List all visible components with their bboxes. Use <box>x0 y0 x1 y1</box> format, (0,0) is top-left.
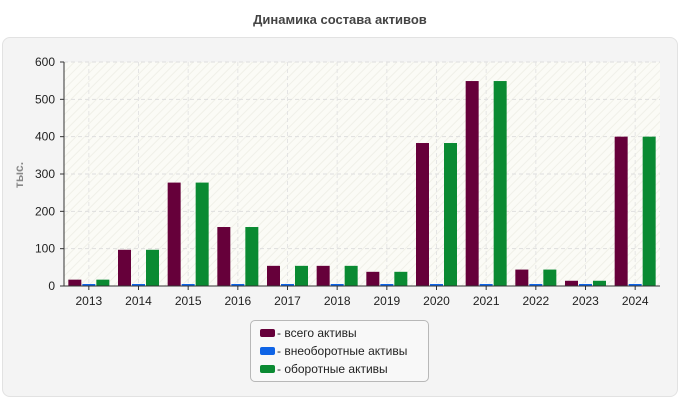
bar-current-2024[interactable] <box>642 136 656 286</box>
x-tick-label: 2014 <box>125 294 152 308</box>
chart-title: Динамика состава активов <box>253 12 427 27</box>
bar-current-2018[interactable] <box>344 265 358 286</box>
bar-noncurrent-2024[interactable] <box>628 284 642 286</box>
legend-item-current[interactable]: - оборотные активы <box>260 360 428 378</box>
y-tick-label: 300 <box>35 167 55 181</box>
bar-current-2019[interactable] <box>394 271 408 286</box>
bar-total-2013[interactable] <box>68 279 82 286</box>
bar-noncurrent-2021[interactable] <box>479 284 493 286</box>
legend-item-total[interactable]: - всего активы <box>260 324 428 342</box>
bar-total-2024[interactable] <box>614 136 628 286</box>
bars <box>68 81 656 286</box>
bar-current-2020[interactable] <box>444 143 457 286</box>
bar-total-2018[interactable] <box>316 265 330 286</box>
bar-noncurrent-2014[interactable] <box>132 284 145 286</box>
bar-total-2019[interactable] <box>366 271 380 286</box>
gridlines <box>64 61 660 286</box>
x-tick-label: 2024 <box>622 294 649 308</box>
bar-noncurrent-2022[interactable] <box>529 284 543 286</box>
legend-swatch-current <box>260 365 275 373</box>
bar-total-2016[interactable] <box>217 227 231 286</box>
bar-noncurrent-2017[interactable] <box>281 284 294 286</box>
bar-current-2014[interactable] <box>146 249 159 286</box>
y-axis-label: тыс. <box>12 162 26 188</box>
x-tick-label: 2015 <box>175 294 202 308</box>
bar-current-2021[interactable] <box>493 81 507 286</box>
x-tick-label: 2021 <box>473 294 500 308</box>
bar-total-2017[interactable] <box>267 265 280 286</box>
axes <box>60 61 660 290</box>
x-tick-label: 2019 <box>373 294 400 308</box>
bar-total-2021[interactable] <box>465 81 479 286</box>
bar-noncurrent-2023[interactable] <box>579 284 592 286</box>
x-tick-label: 2018 <box>324 294 351 308</box>
bar-current-2023[interactable] <box>593 280 606 286</box>
legend: - всего активы - внеоборотные активы - о… <box>250 320 429 382</box>
bar-noncurrent-2016[interactable] <box>231 284 245 286</box>
bar-total-2023[interactable] <box>565 280 578 286</box>
legend-item-noncurrent[interactable]: - внеоборотные активы <box>260 342 428 360</box>
x-tick-label: 2022 <box>522 294 549 308</box>
legend-label-total: - всего активы <box>277 326 357 340</box>
x-tick-label: 2013 <box>75 294 102 308</box>
x-tick-label: 2020 <box>423 294 450 308</box>
legend-swatch-total <box>260 329 275 337</box>
y-tick-label: 200 <box>35 204 55 218</box>
bar-current-2015[interactable] <box>195 182 209 286</box>
bar-total-2022[interactable] <box>515 269 529 286</box>
x-tick-label: 2023 <box>572 294 599 308</box>
bar-current-2022[interactable] <box>543 269 557 286</box>
bar-current-2016[interactable] <box>245 227 259 286</box>
bar-total-2014[interactable] <box>118 249 131 286</box>
bar-current-2017[interactable] <box>295 265 308 286</box>
y-tick-label: 600 <box>35 55 55 69</box>
bar-current-2013[interactable] <box>96 279 110 286</box>
y-tick-label: 0 <box>48 279 55 293</box>
legend-label-current: - оборотные активы <box>277 362 388 376</box>
y-tick-label: 100 <box>35 242 55 256</box>
bar-noncurrent-2015[interactable] <box>181 284 195 286</box>
bar-total-2015[interactable] <box>167 182 181 286</box>
tick-labels: 0 100 200 300 400 500 600 2013 2014 2015 2016 2017 2… <box>35 55 649 308</box>
y-tick-label: 500 <box>35 92 55 106</box>
bar-noncurrent-2020[interactable] <box>430 284 443 286</box>
bar-noncurrent-2013[interactable] <box>82 284 96 286</box>
y-tick-label: 400 <box>35 130 55 144</box>
legend-swatch-noncurrent <box>260 347 275 355</box>
legend-label-noncurrent: - внеоборотные активы <box>277 344 408 358</box>
bar-total-2020[interactable] <box>416 143 429 286</box>
x-tick-label: 2017 <box>274 294 301 308</box>
x-tick-label: 2016 <box>224 294 251 308</box>
bar-noncurrent-2019[interactable] <box>380 284 394 286</box>
bar-noncurrent-2018[interactable] <box>330 284 344 286</box>
